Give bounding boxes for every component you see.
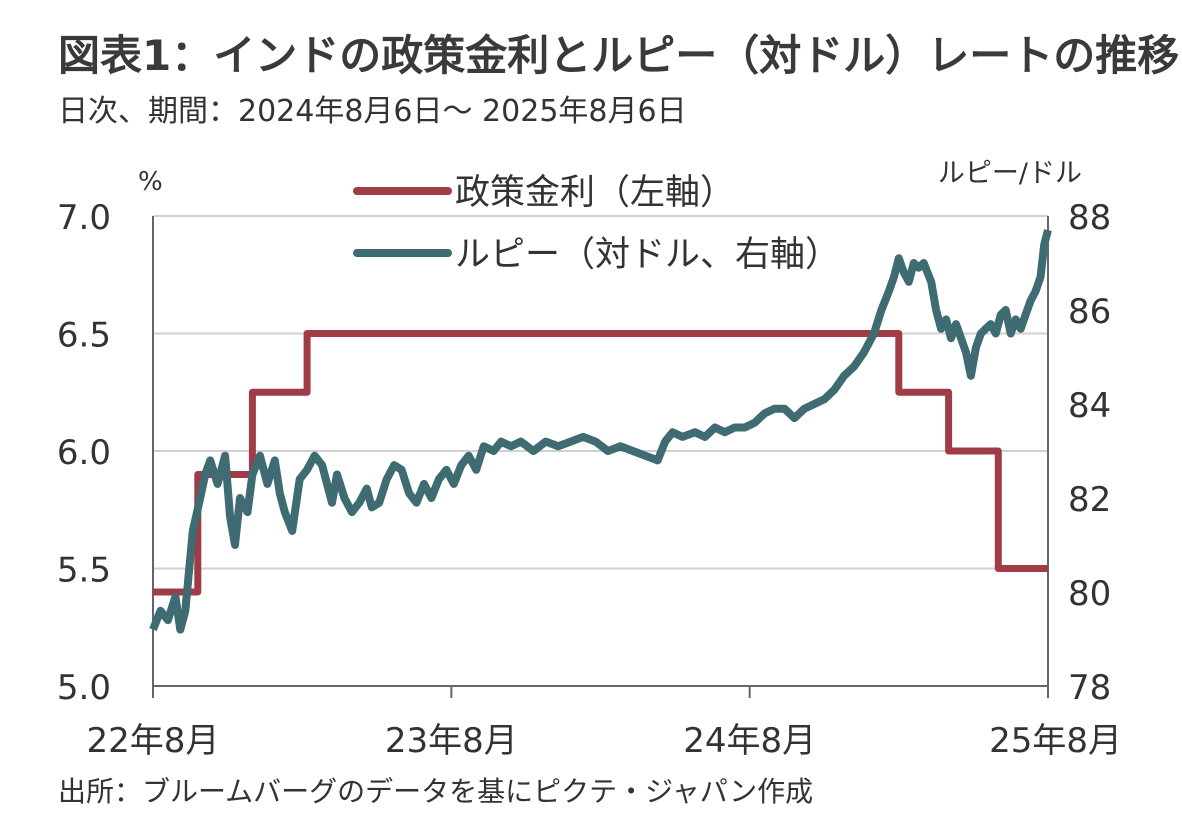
right-tick-label: 80 <box>1068 574 1111 614</box>
series-layer <box>149 229 1052 634</box>
right-tick-label: 86 <box>1068 292 1111 332</box>
right-tick-label: 84 <box>1068 386 1111 426</box>
x-tick-label: 22年8月 <box>87 721 220 761</box>
left-tick-label: 7.0 <box>57 198 111 238</box>
chart-title: 図表1：インドの政策金利とルピー（対ドル）レートの推移 <box>58 31 1180 80</box>
axes: 5.0 5.5 6.0 6.5 7.0 78 80 82 84 86 88% ルピー/ドル 22年8月 2… <box>57 158 1122 761</box>
x-tick-label: 23年8月 <box>385 721 518 761</box>
x-tick-label: 24年8月 <box>683 721 816 761</box>
right-tick-label: 78 <box>1068 668 1111 708</box>
legend: 政策金利（左軸） ルピー（対ドル、右軸） <box>353 173 840 275</box>
left-tick-label: 5.0 <box>57 668 111 708</box>
right-axis-unit: ルピー/ドル <box>938 158 1082 189</box>
left-axis-unit: % <box>138 167 163 197</box>
rupee-line <box>149 229 1052 634</box>
policy-rate-line <box>153 330 1048 596</box>
x-tick-label: 25年8月 <box>989 721 1122 761</box>
right-tick-label: 82 <box>1068 480 1111 520</box>
left-tick-label: 5.5 <box>57 551 111 591</box>
right-tick-label: 88 <box>1068 198 1111 238</box>
left-tick-label: 6.5 <box>57 316 111 356</box>
left-tick-label: 6.0 <box>57 433 111 473</box>
chart-subtitle: 日次、期間：2024年8月6日～ 2025年8月6日 <box>58 94 687 129</box>
legend-label-policy-rate: 政策金利（左軸） <box>455 173 735 213</box>
chart-source-note: 出所：ブルームバーグのデータを基にピクテ・ジャパン作成 <box>58 775 814 808</box>
legend-label-rupee: ルピー（対ドル、右軸） <box>455 235 840 275</box>
